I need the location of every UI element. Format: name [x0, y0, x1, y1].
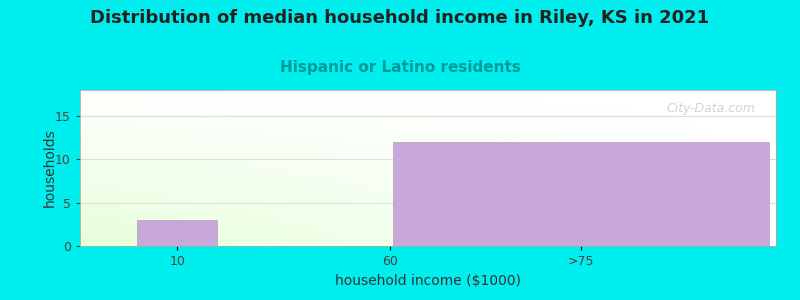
- Bar: [138, 220, 218, 246]
- Text: City-Data.com: City-Data.com: [666, 103, 755, 116]
- Text: Hispanic or Latino residents: Hispanic or Latino residents: [279, 60, 521, 75]
- Text: household income ($1000): household income ($1000): [335, 274, 521, 288]
- Text: Distribution of median household income in Riley, KS in 2021: Distribution of median household income …: [90, 9, 710, 27]
- Bar: [394, 142, 769, 246]
- Y-axis label: households: households: [42, 129, 57, 207]
